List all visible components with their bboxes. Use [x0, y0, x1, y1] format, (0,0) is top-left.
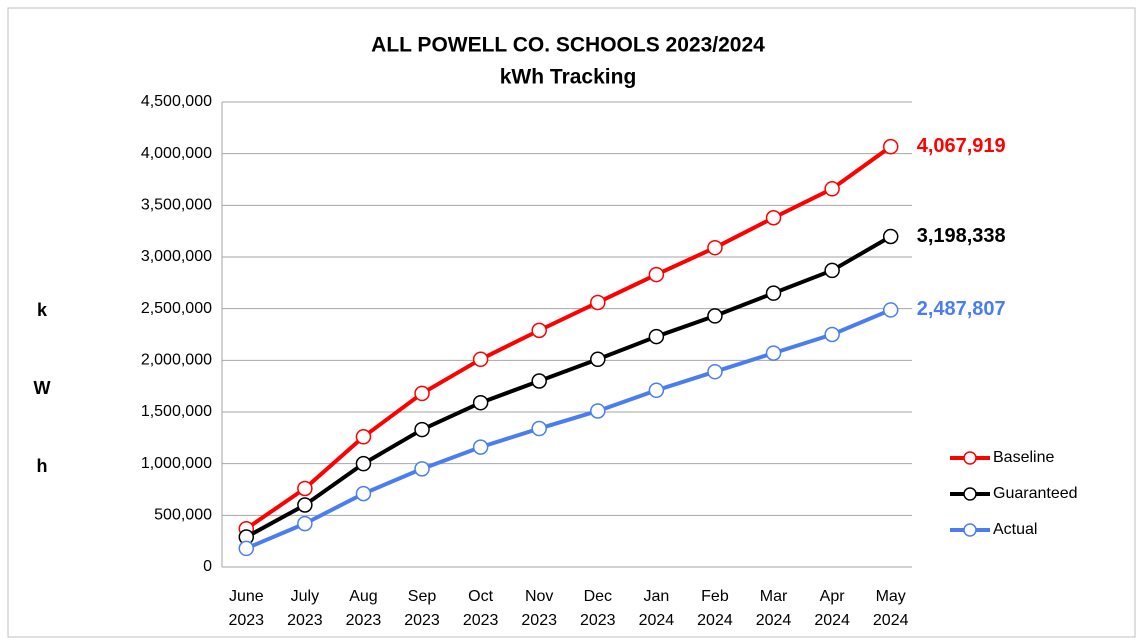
x-tick-label: Sep	[408, 588, 437, 605]
y-axis-label: W	[34, 378, 51, 398]
y-tick-label: 3,500,000	[141, 197, 212, 214]
data-point	[707, 308, 723, 324]
data-point	[531, 420, 547, 437]
chart-frame	[7, 7, 1136, 638]
y-tick-label: 1,500,000	[141, 403, 212, 420]
data-point	[882, 228, 899, 245]
data-point	[765, 209, 782, 226]
data-point	[355, 485, 372, 502]
data-point	[590, 403, 606, 419]
legend-label: Baseline	[993, 449, 1054, 466]
data-point	[297, 480, 313, 497]
x-tick-label: 2024	[873, 612, 909, 629]
x-tick-label: June	[229, 588, 264, 605]
x-tick-label: Feb	[701, 588, 729, 605]
data-point	[824, 262, 840, 279]
data-point	[414, 461, 430, 477]
legend-marker	[963, 487, 977, 501]
y-axis-label: k	[37, 300, 48, 320]
data-point	[648, 328, 665, 345]
y-tick-label: 2,500,000	[141, 300, 212, 317]
data-label: 4,067,919	[917, 135, 1006, 157]
data-point	[648, 382, 665, 399]
chart-title: ALL POWELL CO. SCHOOLS 2023/2024	[371, 34, 765, 57]
y-tick-label: 4,500,000	[141, 93, 212, 110]
data-point	[707, 239, 723, 256]
y-axis-label: h	[37, 456, 48, 476]
x-tick-label: 2024	[756, 612, 792, 629]
data-point	[531, 373, 547, 389]
y-tick-label: 0	[203, 558, 212, 575]
data-point	[648, 266, 665, 283]
data-point	[472, 439, 489, 455]
x-tick-label: 2023	[228, 612, 264, 629]
x-tick-label: 2023	[463, 612, 499, 629]
legend-label: Actual	[993, 521, 1037, 538]
data-point	[414, 385, 430, 402]
data-point	[238, 540, 255, 557]
x-tick-label: 2023	[580, 612, 616, 629]
legend-marker	[963, 523, 977, 537]
x-tick-label: July	[291, 588, 319, 605]
data-point	[765, 285, 782, 301]
series-line	[245, 308, 892, 551]
data-point	[355, 429, 372, 445]
data-point	[531, 322, 547, 339]
data-point	[824, 181, 840, 197]
legend-label: Guaranteed	[993, 485, 1078, 502]
data-label: 3,198,338	[917, 225, 1006, 247]
data-label: 2,487,807	[917, 298, 1006, 320]
y-tick-label: 4,000,000	[141, 145, 212, 162]
data-point	[824, 326, 840, 343]
y-tick-label: 2,000,000	[141, 352, 212, 369]
x-tick-label: 2023	[287, 612, 323, 629]
y-tick-label: 500,000	[154, 507, 212, 524]
x-tick-label: Apr	[820, 588, 846, 605]
y-tick-label: 3,000,000	[141, 248, 212, 265]
x-tick-label: Jan	[643, 588, 669, 605]
x-tick-label: 2023	[404, 612, 440, 629]
x-tick-label: Mar	[760, 588, 788, 605]
x-tick-label: 2024	[639, 612, 675, 629]
data-point	[297, 515, 313, 532]
x-tick-label: Oct	[468, 588, 493, 605]
y-tick-label: 1,000,000	[141, 455, 212, 472]
x-tick-label: Nov	[525, 588, 553, 605]
x-tick-label: 2024	[814, 612, 850, 629]
x-tick-label: May	[876, 588, 906, 605]
data-point	[882, 302, 899, 318]
data-point	[472, 394, 489, 411]
data-point	[882, 138, 899, 155]
data-point	[355, 455, 372, 472]
data-point	[472, 351, 489, 368]
x-tick-label: 2023	[346, 612, 382, 629]
data-point	[414, 421, 430, 438]
x-tick-label: Aug	[349, 588, 377, 605]
legend-marker	[963, 451, 977, 465]
data-point	[590, 351, 606, 368]
data-point	[590, 294, 606, 311]
data-point	[707, 363, 723, 380]
data-point	[297, 497, 313, 513]
x-tick-label: Dec	[584, 588, 612, 605]
x-tick-label: 2023	[521, 612, 557, 629]
chart-subtitle: kWh Tracking	[500, 66, 637, 89]
data-point	[765, 345, 782, 361]
series-line	[245, 145, 892, 531]
series-line	[245, 234, 892, 539]
x-tick-label: 2024	[697, 612, 733, 629]
